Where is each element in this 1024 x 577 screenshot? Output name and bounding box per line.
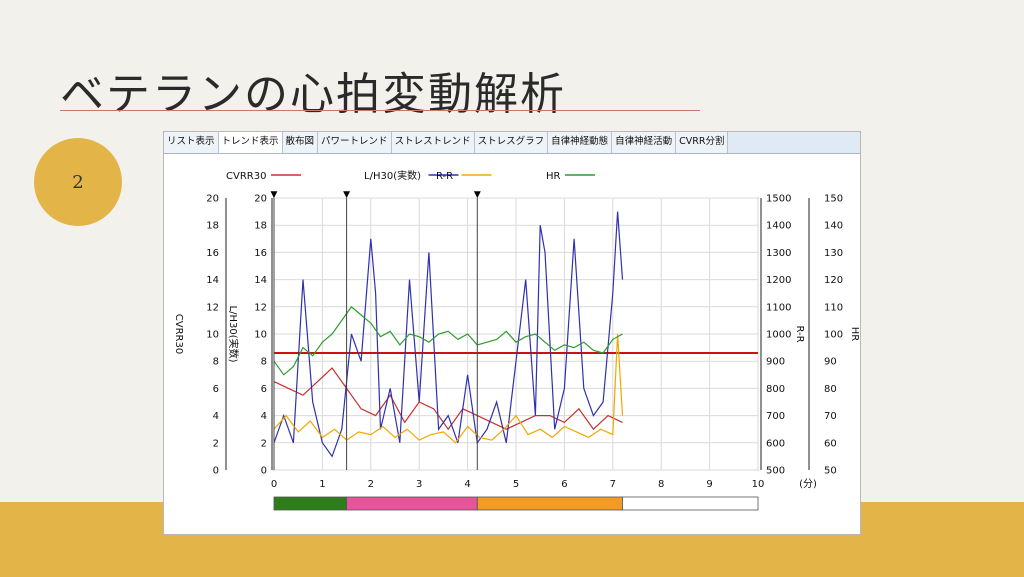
- rr-tick-4: 900: [766, 357, 785, 368]
- legend-label-3: HR: [546, 171, 561, 182]
- lh30-tick-6: 12: [254, 302, 267, 313]
- trend-chart: 0 1 2 3 4 5 6 7 8 9 10 (分)02468101214161820CVRR3002…: [173, 169, 860, 511]
- x-tick-9: 9: [706, 479, 712, 490]
- segment-0: [273, 496, 347, 511]
- rr-tick-3: 800: [766, 384, 785, 395]
- title-underline: [60, 110, 700, 111]
- cvrr30-tick-1: 2: [213, 438, 219, 449]
- tab-bar: リスト表示 トレンド表示 散布図 パワートレンド ストレストレンド ストレスグラフ 自律神経…: [164, 132, 860, 154]
- page-number: 2: [72, 171, 84, 193]
- x-tick-3: 3: [416, 479, 422, 490]
- legend-label-2: R-R: [436, 171, 453, 182]
- page-number-badge: 2: [34, 138, 122, 226]
- lh30-tick-10: 20: [254, 194, 267, 205]
- rr-tick-10: 1500: [766, 194, 791, 205]
- rr-tick-0: 500: [766, 466, 785, 477]
- segment-1: [346, 496, 478, 511]
- legend-label-0: CVRR30: [226, 171, 266, 182]
- lh30-tick-0: 0: [261, 466, 267, 477]
- rr-tick-8: 1300: [766, 248, 791, 259]
- lh30-axis-label: L/H30(実数): [227, 306, 240, 363]
- x-tick-1: 1: [319, 479, 325, 490]
- series-line-1: [273, 211, 624, 458]
- x-tick-2: 2: [368, 479, 374, 490]
- tab-6[interactable]: 自律神経動態: [548, 132, 613, 153]
- series-line-3: [273, 305, 623, 376]
- hrv-app-window: リスト表示 トレンド表示 散布図 パワートレンド ストレストレンド ストレスグラフ 自律神経…: [163, 131, 861, 535]
- tab-0[interactable]: リスト表示: [164, 132, 219, 153]
- x-axis-label: (分): [799, 478, 817, 490]
- legend-label-1: L/H30(実数): [364, 169, 421, 182]
- lh30-tick-3: 6: [261, 384, 267, 395]
- hr-tick-0: 50: [824, 466, 837, 477]
- series-line-2: [273, 333, 624, 444]
- x-tick-7: 7: [610, 479, 616, 490]
- cvrr30-tick-8: 16: [206, 248, 219, 259]
- x-tick-5: 5: [513, 479, 519, 490]
- hr-tick-10: 150: [824, 194, 843, 205]
- cvrr30-tick-3: 6: [213, 384, 219, 395]
- rr-tick-7: 1200: [766, 275, 791, 286]
- lh30-tick-7: 14: [254, 275, 267, 286]
- rr-tick-2: 700: [766, 411, 785, 422]
- cvrr30-tick-4: 8: [213, 357, 219, 368]
- marker-0: ▼: [271, 190, 278, 200]
- x-tick-8: 8: [658, 479, 664, 490]
- lh30-tick-5: 10: [254, 330, 267, 341]
- cvrr30-axis-label: CVRR30: [173, 314, 184, 354]
- cvrr30-tick-5: 10: [206, 330, 219, 341]
- hr-tick-1: 60: [824, 438, 837, 449]
- cvrr30-tick-9: 18: [206, 221, 219, 232]
- slide-title: ベテランの心拍変動解析: [60, 69, 566, 120]
- rr-tick-6: 1100: [766, 302, 791, 313]
- cvrr30-tick-7: 14: [206, 275, 219, 286]
- tab-4[interactable]: ストレストレンド: [392, 132, 475, 153]
- hr-tick-4: 90: [824, 357, 837, 368]
- hr-tick-2: 70: [824, 411, 837, 422]
- rr-tick-5: 1000: [766, 330, 791, 341]
- hr-tick-6: 110: [824, 302, 843, 313]
- rr-tick-9: 1400: [766, 221, 791, 232]
- x-tick-0: 0: [271, 479, 277, 490]
- tab-1[interactable]: トレンド表示: [218, 132, 283, 153]
- cvrr30-tick-0: 0: [213, 466, 219, 477]
- marker-2: ▼: [474, 190, 481, 200]
- series-line-0: [273, 367, 623, 431]
- cvrr30-tick-10: 20: [206, 194, 219, 205]
- tab-2[interactable]: 散布図: [283, 132, 319, 153]
- x-tick-6: 6: [561, 479, 567, 490]
- hr-tick-8: 130: [824, 248, 843, 259]
- rr-tick-1: 600: [766, 438, 785, 449]
- rr-axis-label: R-R: [794, 325, 805, 342]
- cvrr30-tick-6: 12: [206, 302, 219, 313]
- marker-1: ▼: [343, 190, 350, 200]
- tab-8[interactable]: CVRR分割: [676, 132, 729, 153]
- tab-7[interactable]: 自律神経活動: [612, 132, 677, 153]
- lh30-tick-9: 18: [254, 221, 267, 232]
- lh30-tick-2: 4: [261, 411, 267, 422]
- tab-3[interactable]: パワートレンド: [318, 132, 392, 153]
- x-tick-10: 10: [752, 479, 765, 490]
- segment-3: [622, 496, 759, 511]
- lh30-tick-1: 2: [261, 438, 267, 449]
- lh30-tick-4: 8: [261, 357, 267, 368]
- x-tick-4: 4: [464, 479, 470, 490]
- hr-tick-9: 140: [824, 221, 843, 232]
- lh30-tick-8: 16: [254, 248, 267, 259]
- hr-tick-7: 120: [824, 275, 843, 286]
- hr-tick-3: 80: [824, 384, 837, 395]
- segment-2: [476, 496, 623, 511]
- tab-bar-filler: [728, 132, 860, 153]
- hr-axis-label: HR: [849, 327, 860, 342]
- tab-5[interactable]: ストレスグラフ: [475, 132, 549, 153]
- cvrr30-tick-2: 4: [213, 411, 219, 422]
- hr-tick-5: 100: [824, 330, 843, 341]
